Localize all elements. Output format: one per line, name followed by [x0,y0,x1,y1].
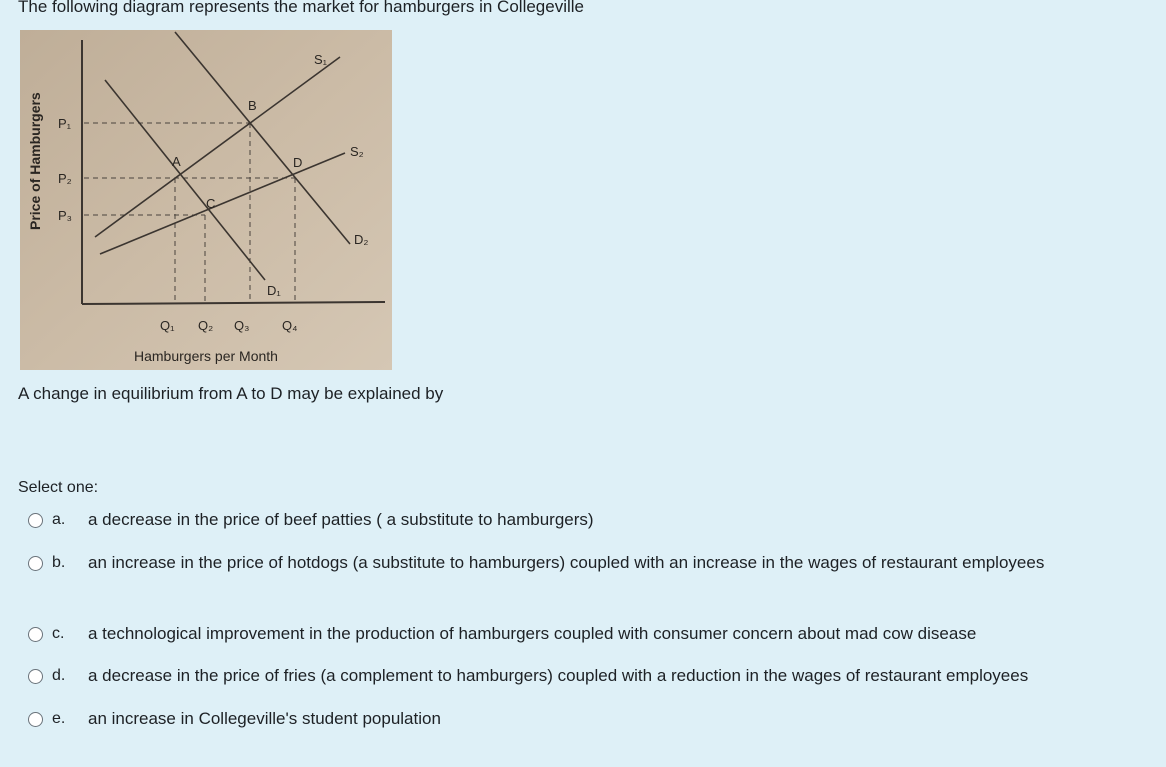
radio-button[interactable] [28,513,43,528]
option-text[interactable]: a technological improvement in the produ… [88,624,977,643]
supply-curve-2 [99,152,346,255]
curve-label: S₁ [314,52,328,67]
curve-label: S₂ [350,144,364,159]
radio-button[interactable] [28,669,43,684]
x-axis-label: Hamburgers per Month [134,348,278,364]
price-label: P₁ [58,116,72,131]
demand-curve-1 [104,79,266,281]
option-text[interactable]: a decrease in the price of fries (a comp… [88,666,1029,685]
quantity-label: Q₃ [234,318,249,333]
guide-lines [84,122,296,302]
demand-curve-2 [174,31,351,245]
point-label: A [172,154,181,169]
axes [81,40,386,305]
radio-button[interactable] [28,556,43,571]
prompt: A change in equilibrium from A to D may … [18,384,444,403]
radio-button[interactable] [28,627,43,642]
quantity-label: Q₄ [282,318,297,333]
point-label: D [293,155,302,170]
option-letter: e. [52,710,66,727]
quantity-label: Q₂ [198,318,213,333]
curves [94,31,351,281]
option-text[interactable]: a decrease in the price of beef patties … [88,510,594,529]
option-letter: a. [52,511,66,528]
curve-label: D₂ [354,232,368,247]
curve-label: D₁ [267,283,281,298]
price-label: P₃ [58,208,72,223]
price-label: P₂ [58,171,72,186]
diagram: Price of Hamburgers Hamburgers per Month… [20,30,392,370]
supply-curve-1 [94,56,341,238]
select-label: Select one: [18,479,99,496]
option-text[interactable]: an increase in the price of hotdogs (a s… [88,553,1045,572]
option-letter: d. [52,667,66,684]
option-letter: b. [52,554,66,571]
radio-button[interactable] [28,712,43,727]
point-label: B [248,98,257,113]
quantity-label: Q₁ [160,318,175,333]
y-axis-label: Price of Hamburgers [27,92,43,230]
point-label: C [206,196,215,211]
option-letter: c. [52,625,65,642]
option-text[interactable]: an increase in Collegeville's student po… [88,709,441,728]
question: The following diagram represents the mar… [18,0,584,16]
